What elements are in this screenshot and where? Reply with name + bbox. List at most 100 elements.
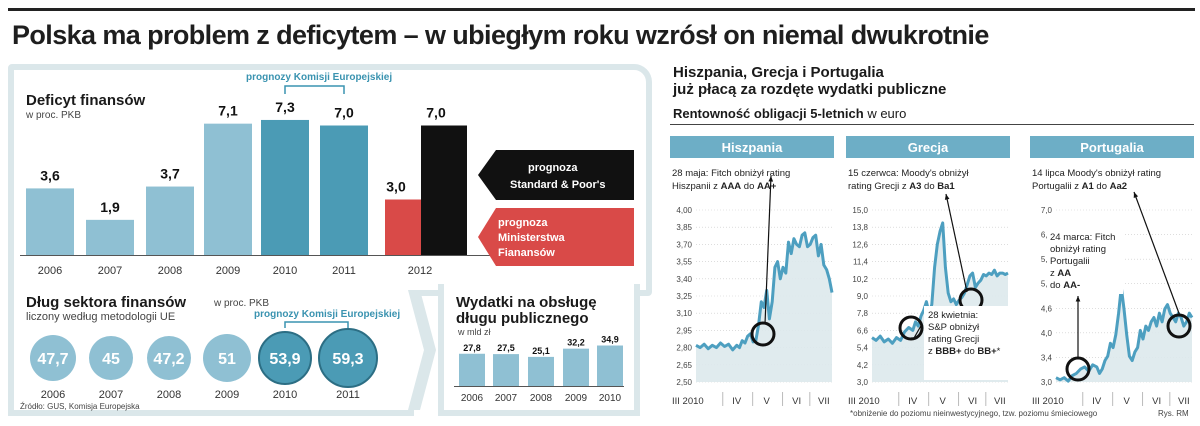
- portugal-annot2-l5-1: AA-: [1063, 280, 1080, 291]
- bar-2006: [26, 188, 74, 255]
- event-arrowhead-0: [768, 176, 774, 182]
- greece-ytick-8: 5,4: [857, 344, 869, 353]
- debt-tick-2011: 2011: [336, 389, 360, 401]
- bar-label-2007: 1,9: [100, 199, 120, 215]
- spend-unit: w mld zł: [458, 327, 491, 337]
- portugal-annot-pre: Portugalii z: [1032, 181, 1082, 192]
- spend-label-2010: 34,9: [601, 335, 619, 345]
- greece-annot2-line2: S&P obniżył: [928, 322, 980, 333]
- portugal-line: [1055, 285, 1194, 383]
- spain-ytick-1: 3,85: [676, 223, 692, 232]
- portugal-header: [1030, 136, 1194, 158]
- spain-annot-line2: Hiszpanii z AAA do AA+: [672, 181, 777, 192]
- tick-2009: 2009: [216, 265, 240, 277]
- greece-annot2-part-0: z: [928, 346, 935, 357]
- spend-tick-2009: 2009: [565, 393, 588, 404]
- portugal-xtick-1: IV: [1092, 396, 1102, 407]
- footnote: *obniżenie do poziomu nieinwestycyjnego,…: [850, 409, 1098, 418]
- bar-2012-sp: [421, 125, 467, 255]
- right-title-2: już płacą za rozdęte wydatki publiczne: [673, 81, 947, 98]
- spain-ytick-7: 2,95: [676, 326, 692, 335]
- bar-label-2012-sp: 7,0: [426, 105, 446, 121]
- spend-tick-2010: 2010: [599, 393, 622, 404]
- portugal-annot2-line2: obniżył rating: [1050, 244, 1106, 255]
- spain-ytick-5: 3,25: [676, 292, 692, 301]
- greece-annot2-arrow: [911, 323, 923, 339]
- greece-annot2-part-4: *: [997, 346, 1001, 357]
- event-circle-1: [898, 315, 924, 341]
- bubble-label-2007: 45: [102, 351, 120, 368]
- tick-2011: 2011: [332, 265, 356, 277]
- tick-2006: 2006: [38, 265, 62, 277]
- bubble-label-2006: 47,7: [37, 351, 68, 368]
- greece-annot2-part-1: BBB+: [935, 346, 962, 357]
- event-arrow-0: [764, 175, 772, 325]
- greece-annot2-part-3: BB+: [977, 346, 997, 357]
- spend-label-2007: 27,5: [497, 343, 515, 353]
- debt-title: Dług sektora finansów: [26, 294, 187, 311]
- spend-chart: 27,8 2006 27,5 2007 25,1 2008 32,2 2009 34,9 2010: [454, 335, 624, 404]
- portugal-xtick-0: III 2010: [1032, 396, 1064, 407]
- portugal-ytick-4: 4,6: [1041, 304, 1053, 313]
- portugal-ytick-0: 7,0: [1041, 206, 1053, 215]
- portugal-area: [1056, 287, 1192, 382]
- greece-annot2-part-2: do: [962, 346, 978, 357]
- spain-ytick-9: 2,65: [676, 361, 692, 370]
- greece-ytick-6: 7,8: [857, 309, 869, 318]
- greece-annot2-bg: [924, 306, 1012, 380]
- spain-annot-to: AA+: [757, 181, 777, 192]
- event-arrowhead-2: [944, 194, 950, 200]
- bubble-label-2011: 59,3: [332, 351, 363, 368]
- right-subtitle: Rentowność obligacji 5-letnich w euro: [673, 106, 906, 121]
- bar-2009: [204, 123, 252, 256]
- legend-sp-line1: prognoza: [528, 162, 578, 174]
- portugal-ytick-3: 5,2: [1041, 280, 1053, 289]
- greece-ytick-5: 9,0: [857, 292, 869, 301]
- spend-tick-2007: 2007: [495, 393, 518, 404]
- portugal-ytick-1: 6,4: [1041, 231, 1053, 240]
- legend-min-line1: prognoza: [498, 217, 548, 229]
- bar-2012-ministry: [385, 199, 421, 255]
- bar-label-2009: 7,1: [218, 103, 238, 119]
- legend-min-line2: Ministerstwa: [498, 232, 566, 244]
- greece-xtick-2: V: [940, 396, 947, 407]
- greece-annot2-line3: rating Grecji: [928, 334, 979, 345]
- event-arrowhead-4: [1133, 192, 1139, 198]
- bar-2008: [146, 186, 194, 255]
- portugal-annot-from: A1: [1082, 181, 1095, 192]
- deficit-unit: w proc. PKB: [26, 110, 82, 121]
- tick-2008: 2008: [158, 265, 182, 277]
- debt-tick-2006: 2006: [41, 389, 65, 401]
- tick-2012: 2012: [408, 265, 432, 277]
- deficit-forecast-label: prognozy Komisji Europejskiej: [246, 72, 393, 83]
- portugal-ytick-2: 5,8: [1041, 255, 1053, 264]
- greece-ytick-0: 15,0: [852, 206, 868, 215]
- portugal-annot2-l4-0: z: [1050, 268, 1057, 279]
- spend-label-2009: 32,2: [567, 338, 585, 348]
- source-note: Źródło: GUS, Komisja Europejska: [20, 402, 140, 411]
- bubble-2008: [147, 336, 191, 380]
- spain-xtick-4: VII: [818, 396, 830, 407]
- bubble-label-2009: 51: [218, 351, 236, 368]
- credit: Rys. RM: [1158, 409, 1189, 418]
- spend-label-2008: 25,1: [532, 346, 550, 356]
- portugal-header-title: Portugalia: [1080, 140, 1144, 155]
- portugal-annot2-line3: Portugalii: [1050, 256, 1090, 267]
- spain-xtick-3: VI: [792, 396, 801, 407]
- portugal-xtick-2: V: [1124, 396, 1131, 407]
- greece-xtick-3: VI: [968, 396, 977, 407]
- bar-2011: [320, 125, 368, 255]
- event-arrowhead-3: [1075, 296, 1081, 302]
- greece-annot-line2: rating Grecji z A3 do Ba1: [848, 181, 955, 192]
- debt-subtitle: liczony według metodologii UE: [26, 311, 176, 323]
- spain-area: [696, 232, 832, 382]
- tick-2007: 2007: [98, 265, 122, 277]
- spend-title-2: długu publicznego: [456, 310, 589, 327]
- spain-ytick-8: 2,80: [676, 344, 692, 353]
- bubble-2010: [258, 331, 312, 385]
- portugal-annot2-line4: z AA: [1050, 268, 1071, 279]
- greece-ytick-10: 3,0: [857, 378, 869, 387]
- headline: Polska ma problem z deficytem – w ubiegł…: [12, 20, 989, 50]
- event-arrow-4: [1133, 191, 1181, 317]
- right-subtitle-bold: Rentowność obligacji 5-letnich: [673, 106, 864, 121]
